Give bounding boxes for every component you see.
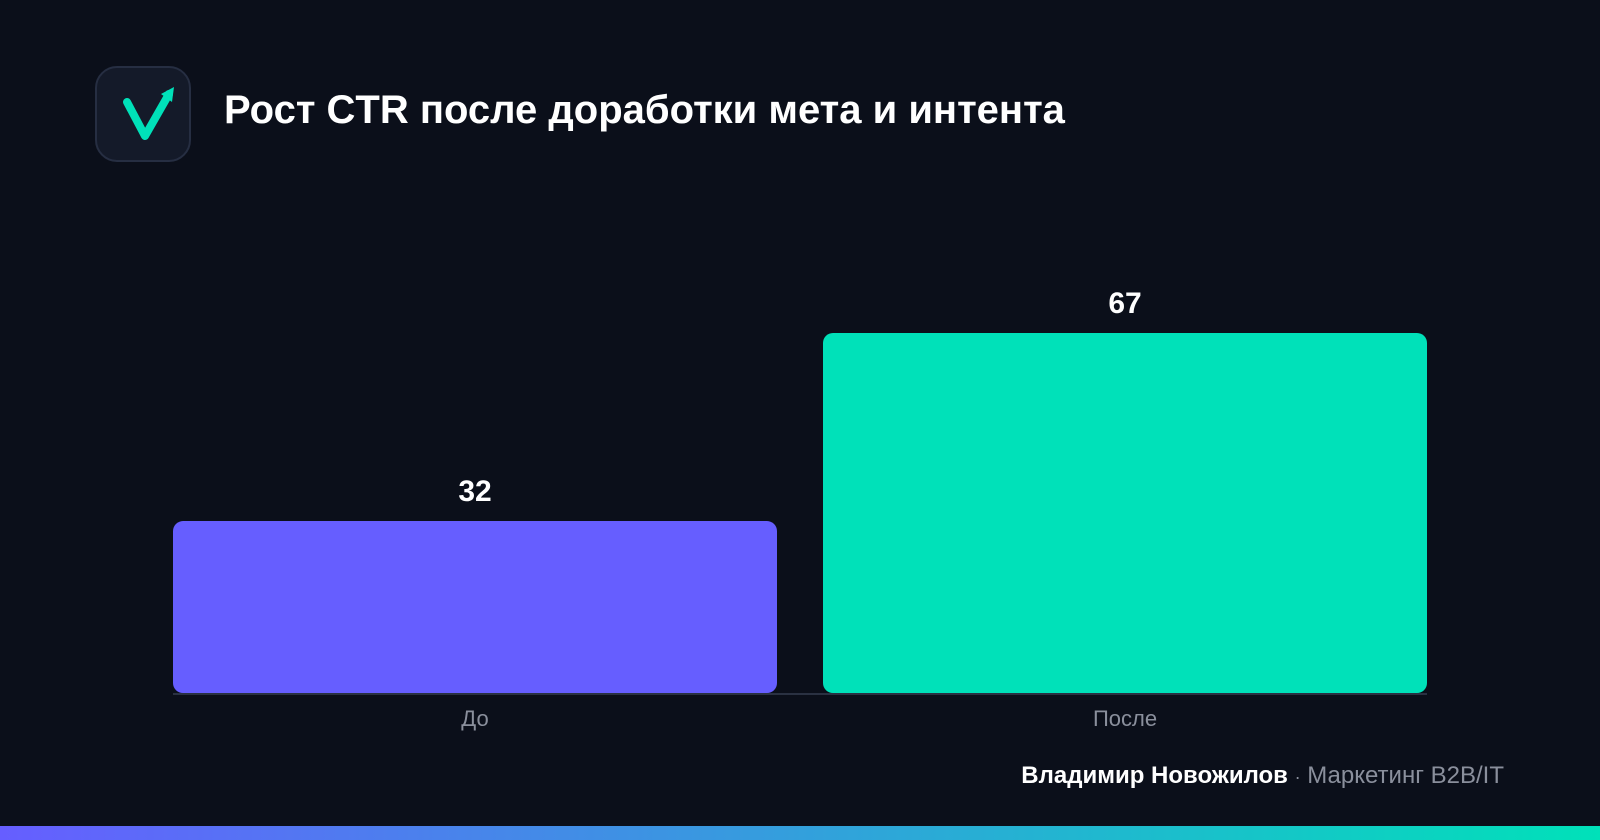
footer-credit: Владимир Новожилов · Маркетинг B2B/IT (1021, 762, 1504, 790)
author-name: Владимир Новожилов (1021, 762, 1288, 789)
footer-separator: · (1294, 767, 1301, 787)
bar-1 (173, 521, 777, 693)
chart-title: Рост CTR после доработки мета и интента (224, 88, 1065, 132)
category-label-2: После (1093, 706, 1157, 731)
bar-2 (823, 333, 1427, 693)
checkmark-arrow-icon (123, 87, 174, 140)
category-label-1: До (461, 706, 488, 731)
author-role: Маркетинг B2B/IT (1307, 762, 1504, 789)
data-label-1: 32 (458, 475, 491, 508)
bar-chart: 32 До 67 После (173, 287, 1427, 731)
data-label-2: 67 (1108, 287, 1141, 320)
bottom-gradient-strip (0, 826, 1600, 840)
bars-group: 32 До 67 После (173, 287, 1427, 731)
logo-badge (95, 66, 191, 162)
